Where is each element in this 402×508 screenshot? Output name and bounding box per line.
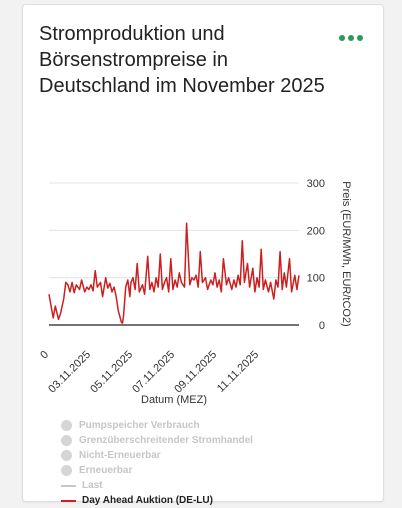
menu-dot [348,35,354,41]
chart-card: Stromproduktion und Börsenstrompreise in… [22,4,384,506]
y-tick-label: 300 [307,178,325,190]
legend-label: Pumpspeicher Verbrauch [79,420,200,431]
x-tick-label: 05.11.2025 [88,349,135,396]
legend-symbol [61,484,76,487]
legend-item[interactable]: Pumpspeicher Verbrauch [61,418,253,433]
legend-symbol [61,435,72,446]
x-tick-label: 07.11.2025 [130,349,177,396]
legend-label: Erneuerbar [79,465,133,476]
legend-label: Grenzüberschreitender Stromhandel [79,435,253,446]
legend-label: Last [82,480,103,491]
legend-label: Day Ahead Auktion (DE-LU) [82,495,213,506]
x-axis-label: Datum (MEZ) [141,394,207,406]
legend-item[interactable]: Erneuerbar [61,463,253,478]
series-line-day-ahead [48,222,300,324]
legend-item[interactable]: Nicht-Erneuerbar [61,448,253,463]
x-tick-label: 09.11.2025 [172,349,219,396]
y-tick-label: 100 [307,273,325,285]
x-tick-label: 11.11.2025 [215,349,261,395]
y-tick-labels: 0 100 200 300 [307,178,325,332]
legend-label: Nicht-Erneuerbar [79,450,161,461]
more-dots-icon[interactable] [339,35,363,41]
y-axis-label: Preis (EUR/MWh, EUR/tCO2) [340,181,352,326]
legend-symbol [61,420,72,431]
legend-item[interactable]: Day Ahead Auktion (DE-LU) [61,493,253,508]
x-tick-label: 03.11.2025 [46,349,93,396]
chart-legend: Pumpspeicher Verbrauch Grenzüberschreiten… [61,418,253,508]
x-tick-label: 0 [38,349,51,362]
legend-item[interactable]: Grenzüberschreitender Stromhandel [61,433,253,448]
legend-symbol [61,450,72,461]
x-tick-labels: 003.11.202505.11.202507.11.202509.11.202… [38,349,261,396]
y-tick-label: 200 [307,225,325,237]
legend-item[interactable]: Last [61,478,253,493]
y-tick-label: 0 [319,320,325,332]
menu-dot [339,35,345,41]
legend-symbol [61,465,72,476]
chart-title: Stromproduktion und Börsenstrompreise in… [39,23,325,97]
menu-dot [357,35,363,41]
